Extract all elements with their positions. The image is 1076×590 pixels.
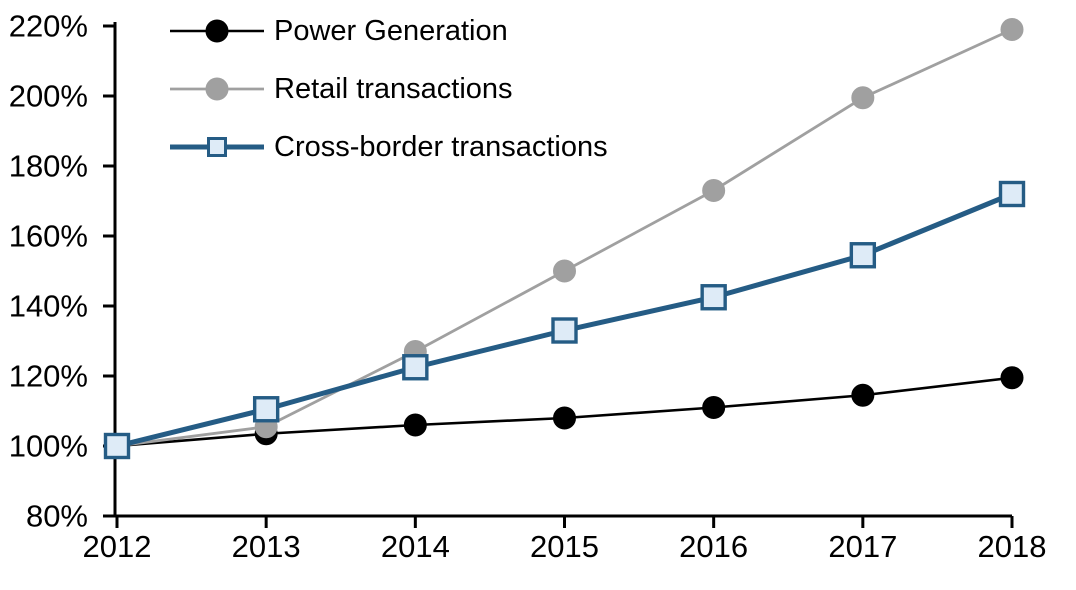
legend-label-retail-transactions: Retail transactions: [274, 72, 513, 105]
y-tick-label: 160%: [9, 219, 88, 254]
x-tick-label: 2017: [828, 529, 897, 564]
legend-item-power-generation: Power Generation: [170, 2, 608, 60]
legend-label-power-generation: Power Generation: [274, 14, 508, 47]
y-tick-label: 80%: [26, 499, 88, 534]
series-cross-border-transactions: [103, 180, 1026, 460]
x-tick-label: 2014: [381, 529, 450, 564]
data-point-marker: [551, 317, 578, 344]
x-tick-label: 2018: [978, 529, 1047, 564]
data-point-marker: [702, 396, 726, 419]
data-point-marker: [702, 179, 726, 202]
data-point-marker: [553, 259, 576, 283]
data-point-marker: [553, 406, 576, 430]
retail-transactions-marker-icon: [170, 72, 264, 106]
x-tick-label: 2012: [83, 529, 152, 564]
data-point-marker: [700, 284, 727, 311]
data-point-marker: [103, 432, 131, 460]
legend-item-retail-transactions: Retail transactions: [170, 60, 608, 118]
data-point-marker: [851, 383, 875, 407]
y-tick-label: 120%: [9, 359, 88, 394]
x-tick-label: 2015: [530, 529, 599, 564]
legend-item-cross-border-transactions: Cross-border transactions: [170, 118, 608, 176]
data-point-marker: [851, 86, 875, 110]
axes: 80%100%120%140%160%180%200%220%2012 2013 2…: [9, 9, 1047, 565]
x-axis: 2012 2013 2014 2015 2016 2017 2018: [83, 516, 1047, 564]
data-point-marker: [1000, 18, 1024, 41]
data-point-marker: [849, 242, 877, 269]
y-tick-label: 200%: [9, 79, 88, 114]
y-axis: 80% 100% 120% 140% 160% 180% 200% 220%: [9, 9, 117, 534]
data-point-marker: [1000, 366, 1024, 390]
cross-border-transactions-marker-icon: [170, 130, 264, 164]
data-point-marker: [403, 413, 427, 437]
y-tick-label: 140%: [9, 289, 88, 324]
legend-label-cross-border-transactions: Cross-border transactions: [274, 130, 608, 163]
series-retail-transactions: [105, 18, 1024, 458]
data-point-marker: [998, 180, 1026, 208]
series-power-generation: [105, 366, 1024, 458]
x-tick-label: 2013: [232, 529, 301, 564]
power-generation-marker-icon: [170, 14, 264, 48]
legend: Power Generation Retail transactions Cro…: [170, 2, 608, 176]
x-tick-label: 2016: [679, 529, 748, 564]
y-tick-label: 220%: [9, 9, 88, 44]
y-tick-label: 100%: [9, 429, 88, 464]
data-point-marker: [252, 396, 280, 423]
data-point-marker: [402, 354, 429, 381]
y-tick-label: 180%: [9, 149, 88, 184]
